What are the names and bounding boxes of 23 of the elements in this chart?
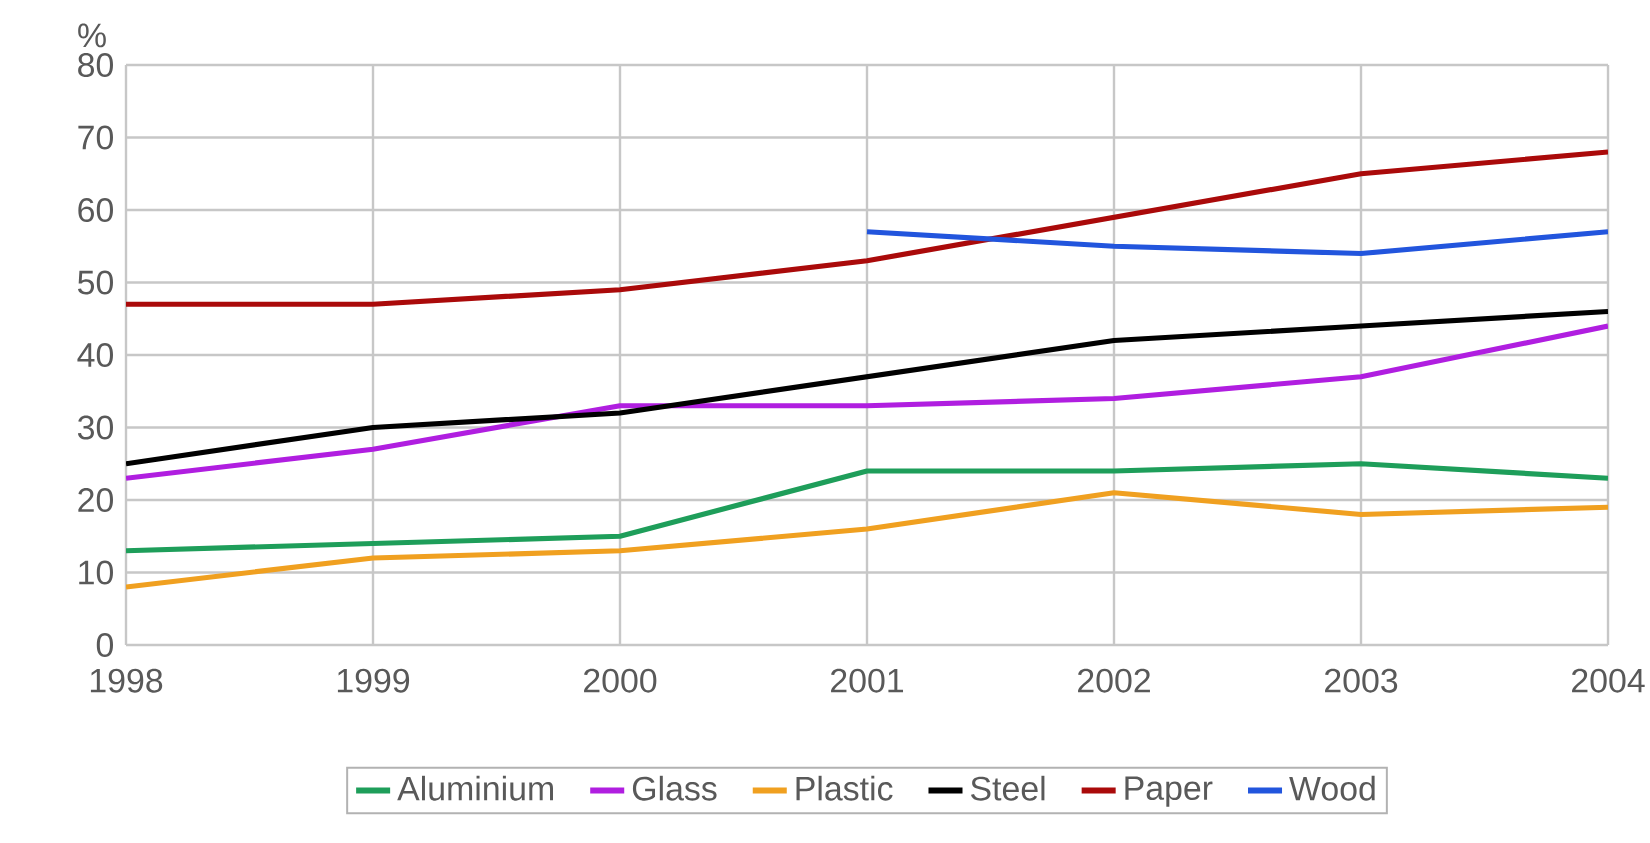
y-tick-label: 20: [78, 488, 113, 513]
x-tick-label: 2001: [831, 668, 904, 693]
legend-label: Steel: [971, 775, 1045, 801]
y-tick-label: 30: [77, 415, 113, 440]
legend-label: Paper: [1125, 776, 1213, 807]
x-tick-label: 2003: [1325, 668, 1398, 693]
x-tick-label: 2004: [1572, 668, 1645, 693]
legend-label: Aluminium: [397, 775, 553, 801]
y-tick-label: 80: [78, 53, 113, 78]
x-tick-label: 2002: [1078, 668, 1150, 693]
y-tick-label: 70: [78, 125, 113, 150]
legend-label: Glass: [632, 775, 717, 801]
y-tick-label: 60: [78, 198, 113, 223]
legend-label: Wood: [1289, 775, 1375, 801]
y-tick-label: 40: [77, 343, 113, 368]
x-tick-label: 2000: [584, 668, 657, 693]
y-tick-label: 50: [77, 270, 113, 295]
x-tick-label: 1999: [337, 668, 410, 693]
x-tick-label: 1998: [90, 668, 163, 693]
y-tick-label: 0: [96, 633, 114, 657]
legend-label: Plastic: [796, 775, 893, 801]
y-axis-title: %: [78, 23, 106, 48]
y-tick-label: 10: [79, 560, 113, 585]
